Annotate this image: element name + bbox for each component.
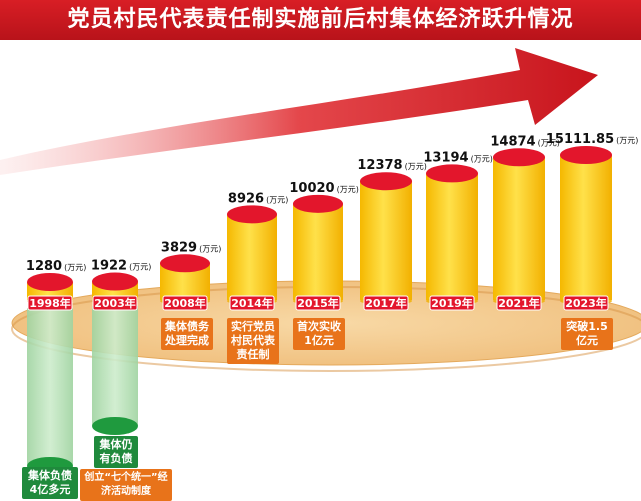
debt-bar-1998年: [27, 308, 73, 466]
title-bar: [0, 0, 641, 40]
value-label-2019年: 13194: [423, 150, 468, 165]
bar-top-2014年: [227, 205, 277, 224]
note-rules: 创立“七个统一”经济活动制度: [80, 469, 172, 501]
trend-arrow: [0, 48, 598, 175]
year-tag-2008年: 2008年: [164, 296, 206, 310]
value-label-2003年: 1922: [91, 259, 127, 274]
bar-top-2003年: [92, 272, 138, 291]
value-label-2014年: 8926: [228, 191, 264, 206]
year-tag-1998年: 1998年: [29, 296, 71, 310]
bar-top-2023年: [560, 146, 612, 164]
note-2014: 实行党员村民代表责任制: [227, 318, 279, 364]
unit-label-2017年: (万元): [405, 162, 427, 171]
value-label-2023年: 15111.85: [546, 132, 614, 147]
note-debt-1998: 集体负债4亿多元: [22, 467, 78, 499]
unit-label-2019年: (万元): [471, 154, 493, 163]
value-label-1998年: 1280: [26, 259, 62, 274]
debt-bar-bottom-2003年: [92, 417, 138, 435]
year-tag-bg-2003年: [92, 295, 138, 311]
bar-2017年: [360, 181, 412, 300]
year-tag-bg-2021年: [496, 295, 542, 311]
value-label-2015年: 10020: [289, 181, 334, 196]
note-2023: 突破1.5亿元: [561, 318, 613, 350]
year-tag-2015年: 2015年: [297, 296, 339, 310]
year-tag-2014年: 2014年: [231, 296, 273, 310]
bar-top-2019年: [426, 164, 478, 183]
value-label-2021年: 14874: [490, 134, 535, 149]
unit-label-2008年: (万元): [199, 244, 221, 253]
year-tag-2003年: 2003年: [94, 296, 136, 310]
note-2015: 首次实收1亿元: [293, 318, 345, 350]
bar-2015年: [293, 203, 343, 300]
bar-2021年: [493, 157, 545, 300]
bar-top-1998年: [27, 273, 73, 291]
bar-2014年: [227, 214, 277, 300]
year-tag-bg-2019年: [429, 295, 475, 311]
year-tag-bg-2023年: [563, 295, 609, 311]
year-tag-2023年: 2023年: [565, 296, 607, 310]
unit-label-2003年: (万元): [129, 263, 151, 272]
bar-top-2021年: [493, 148, 545, 167]
unit-label-1998年: (万元): [64, 263, 86, 272]
page-title: 党员村民代表责任制实施前后村集体经济跃升情况: [67, 7, 574, 32]
year-tag-bg-2008年: [162, 295, 208, 311]
note-debt-2003: 集体仍有负债: [94, 436, 138, 468]
unit-label-2014年: (万元): [266, 195, 288, 204]
unit-label-2023年: (万元): [616, 136, 638, 145]
bar-2019年: [426, 173, 478, 300]
year-tag-bg-2017年: [363, 295, 409, 311]
unit-label-2015年: (万元): [337, 185, 359, 194]
year-tag-bg-2015年: [295, 295, 341, 311]
unit-label-2021年: (万元): [538, 138, 560, 147]
bar-top-2015年: [293, 194, 343, 213]
year-tag-bg-2014年: [229, 295, 275, 311]
value-label-2017年: 12378: [357, 158, 402, 173]
debt-bar-2003年: [92, 306, 138, 426]
bar-2023年: [560, 155, 612, 300]
value-label-2008年: 3829: [161, 240, 197, 255]
bar-top-2017年: [360, 172, 412, 191]
note-2008: 集体债务处理完成: [161, 318, 213, 350]
bar-top-2008年: [160, 254, 210, 273]
year-tag-2021年: 2021年: [498, 296, 540, 310]
year-tag-bg-1998年: [27, 295, 73, 311]
year-tag-2019年: 2019年: [431, 296, 473, 310]
year-tag-2017年: 2017年: [365, 296, 407, 310]
